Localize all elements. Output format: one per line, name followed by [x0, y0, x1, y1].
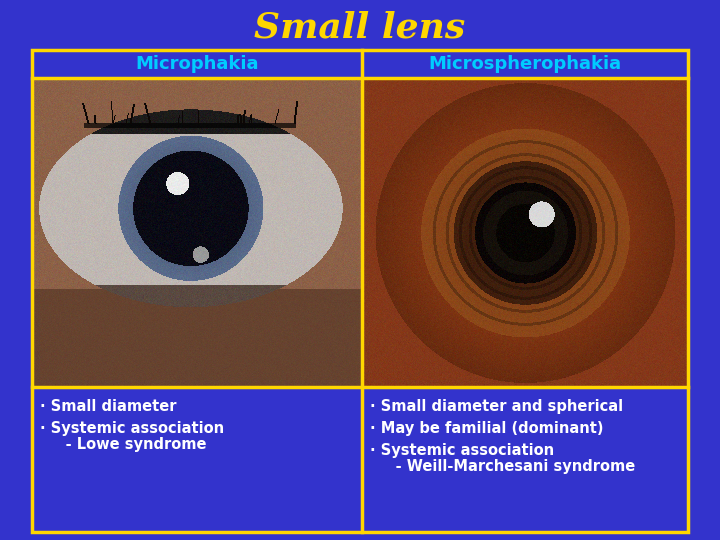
Bar: [32, 50, 362, 78]
Text: Small lens: Small lens: [254, 10, 466, 44]
Bar: [362, 50, 688, 78]
Bar: [32, 387, 362, 532]
Bar: [362, 387, 688, 532]
Text: - Weill-Marchesani syndrome: - Weill-Marchesani syndrome: [370, 459, 635, 474]
Text: Microphakia: Microphakia: [135, 55, 258, 73]
Text: · Small diameter: · Small diameter: [40, 399, 176, 414]
Text: · May be familial (dominant): · May be familial (dominant): [370, 421, 603, 436]
Text: · Systemic association: · Systemic association: [40, 421, 224, 436]
Text: - Lowe syndrome: - Lowe syndrome: [40, 437, 207, 452]
Bar: [32, 50, 688, 532]
Text: Microspherophakia: Microspherophakia: [428, 55, 621, 73]
Text: · Systemic association: · Systemic association: [370, 443, 554, 458]
Text: · Small diameter and spherical: · Small diameter and spherical: [370, 399, 623, 414]
